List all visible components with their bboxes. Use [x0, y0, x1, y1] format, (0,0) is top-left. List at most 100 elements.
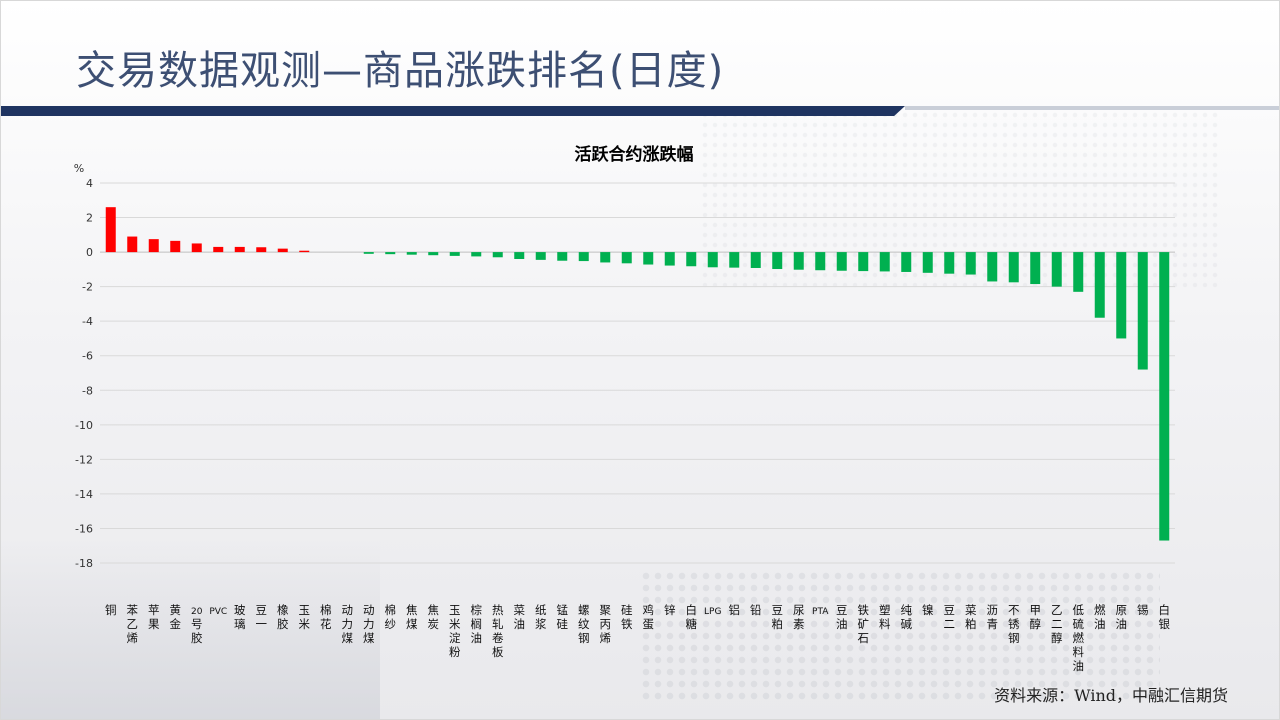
x-tick-label: 铅 [750, 603, 762, 617]
x-tick-label: 豆一 [256, 603, 268, 631]
bar-18 [492, 252, 503, 258]
x-tick-label: 菜粕 [965, 603, 977, 631]
bar-37 [901, 252, 912, 272]
title-underline-bar-light [905, 106, 1280, 110]
bar-5 [213, 246, 224, 253]
bar-24 [621, 252, 632, 264]
bar-27 [686, 252, 697, 267]
x-tick-label: 锰硅 [557, 603, 569, 631]
y-tick-label: -4 [82, 315, 93, 328]
x-tick-label: 苹果 [148, 603, 160, 631]
x-tick-label: 铜 [105, 603, 117, 617]
background-dot-pattern-bottom [640, 570, 1160, 700]
bar-20 [535, 252, 546, 260]
y-tick-label: -10 [75, 419, 93, 432]
bar-40 [965, 252, 976, 275]
x-tick-label: PVC [209, 607, 227, 617]
x-tick-label: 低硫燃料油 [1073, 603, 1085, 673]
x-tick-label: PTA [812, 607, 829, 617]
bar-7 [256, 247, 267, 253]
x-tick-label: 鸡蛋 [643, 603, 655, 631]
bar-44 [1051, 252, 1062, 287]
x-tick-label: 硅铁 [621, 603, 633, 631]
x-tick-label: 白糖 [686, 603, 698, 631]
background-dot-pattern [700, 110, 1220, 290]
bar-2 [148, 239, 159, 253]
bar-48 [1137, 252, 1148, 370]
x-tick-label: 焦煤 [406, 603, 418, 631]
x-tick-label: 菜油 [514, 603, 526, 631]
bar-33 [815, 252, 826, 271]
x-tick-label: 白银 [1159, 603, 1171, 631]
chart-title: 活跃合约涨跌幅 [575, 144, 694, 165]
bar-9 [299, 250, 310, 253]
y-tick-label: -12 [75, 453, 93, 466]
x-tick-label: 玻璃 [234, 603, 246, 631]
x-tick-label: 动力煤 [363, 603, 375, 645]
x-tick-label: 甲醇 [1030, 603, 1042, 631]
bar-1 [127, 236, 138, 253]
y-tick-label: -14 [75, 488, 93, 501]
x-tick-label: 橡胶 [277, 603, 289, 631]
x-tick-label: 热轧卷板 [492, 603, 504, 659]
bar-47 [1116, 252, 1127, 339]
y-tick-label: 2 [86, 212, 93, 225]
bar-25 [643, 252, 654, 265]
x-tick-label: 苯乙烯 [127, 603, 139, 645]
bar-26 [664, 252, 675, 266]
bar-34 [836, 252, 847, 271]
x-tick-label: 原油 [1116, 603, 1128, 631]
bar-36 [879, 252, 890, 272]
bar-32 [793, 252, 804, 270]
y-tick-label: -6 [82, 350, 93, 363]
x-tick-label: 塑料 [879, 603, 891, 631]
bar-29 [729, 252, 740, 268]
y-tick-label: -16 [75, 522, 93, 535]
y-tick-label: 4 [86, 177, 93, 190]
bar-35 [858, 252, 869, 272]
x-tick-label: 铝 [729, 603, 741, 617]
y-tick-label: -2 [82, 281, 93, 294]
x-tick-label: 20 号胶 [191, 607, 203, 645]
bar-39 [944, 252, 955, 274]
bar-46 [1094, 252, 1105, 318]
bar-12 [363, 252, 374, 254]
x-tick-label: 黄金 [170, 603, 182, 631]
page-title: 交易数据观测—商品涨跌排名(日度) [76, 48, 725, 94]
bar-8 [277, 248, 288, 253]
x-tick-label: 锡 [1137, 603, 1149, 617]
bar-13 [385, 252, 396, 255]
bar-38 [922, 252, 933, 273]
x-tick-label: 聚丙烯 [600, 603, 612, 645]
x-tick-label: 尿素 [793, 603, 805, 631]
x-tick-label: 豆粕 [772, 603, 784, 631]
bar-31 [772, 252, 783, 270]
x-tick-label: LPG [704, 607, 721, 617]
bar-30 [750, 252, 761, 268]
bar-41 [987, 252, 998, 282]
x-tick-label: 豆油 [836, 603, 848, 631]
bar-23 [600, 252, 611, 263]
bar-3 [170, 240, 181, 253]
bar-42 [1008, 252, 1019, 283]
y-axis-unit-label: % [74, 162, 84, 175]
x-tick-label: 棉纱 [385, 603, 397, 631]
x-tick-label: 铁矿石 [858, 603, 870, 645]
bar-28 [707, 252, 718, 268]
bar-15 [428, 252, 439, 256]
y-tick-label: -8 [82, 384, 93, 397]
bar-0 [105, 207, 116, 253]
bar-21 [557, 252, 568, 261]
x-tick-label: 纸浆 [535, 603, 547, 631]
bar-4 [191, 243, 202, 253]
title-underline-bar [0, 106, 905, 116]
x-tick-label: 不锈钢 [1008, 603, 1020, 645]
bar-19 [514, 252, 525, 259]
x-tick-label: 纯碱 [901, 603, 913, 631]
x-tick-label: 焦炭 [428, 603, 440, 631]
bar-14 [406, 252, 417, 255]
bar-22 [578, 252, 589, 262]
x-tick-label: 镍 [922, 603, 934, 617]
x-tick-label: 豆二 [944, 603, 956, 631]
